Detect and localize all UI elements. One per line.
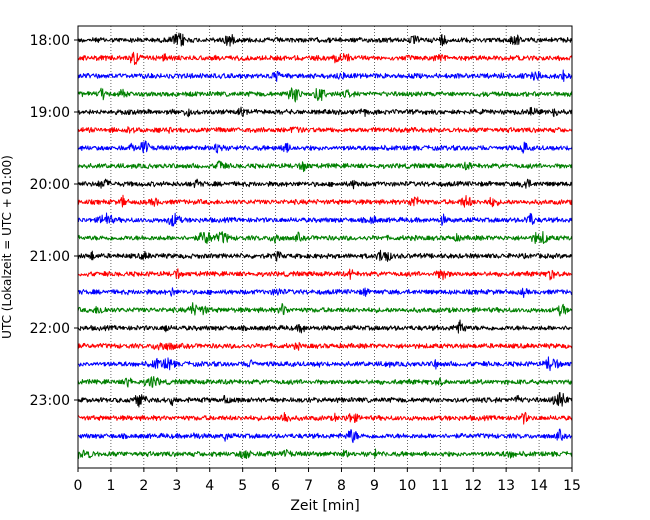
x-tick-label: 0	[74, 478, 83, 494]
y-axis-label: UTC (Lokalzeit = UTC + 01:00)	[0, 155, 14, 339]
x-axis-label: Zeit [min]	[290, 498, 359, 514]
y-tick-label: 21:00	[30, 249, 70, 265]
x-tick-label: 8	[337, 478, 346, 494]
seismogram-trace-21-30	[77, 287, 573, 299]
x-tick-label: 7	[304, 478, 313, 494]
x-tick-label: 15	[563, 478, 581, 494]
y-tick-label: 20:00	[30, 177, 70, 193]
x-tick-label: 1	[106, 478, 115, 494]
x-tick-label: 2	[139, 478, 148, 494]
seismogram-trace-22-15	[77, 341, 573, 351]
x-tick-label: 5	[238, 478, 247, 494]
seismogram-trace-23-00	[77, 391, 573, 408]
x-tick-label: 10	[398, 478, 416, 494]
x-tick-label: 12	[464, 478, 482, 494]
y-axis-ticks: 18:00 19:00 20:00 21:00 22:00 23:00	[30, 33, 78, 409]
seismogram-trace-20-45	[77, 230, 573, 245]
seismogram-trace-19-45	[77, 160, 573, 173]
seismogram-trace-21-15	[77, 268, 573, 281]
x-tick-label: 13	[497, 478, 515, 494]
seismogram-trace-18-00	[77, 32, 573, 47]
seismogram-trace-22-00	[77, 319, 573, 334]
x-axis-ticks: 0 1 2 3 4 5 6 7 8 9 10 11 12 13 14 15	[74, 468, 581, 494]
seismogram-trace-19-30	[77, 140, 573, 154]
seismogram-trace-21-45	[77, 302, 573, 317]
x-tick-label: 14	[530, 478, 548, 494]
x-tick-label: 3	[172, 478, 181, 494]
seismogram-trace-18-45	[77, 87, 573, 103]
y-tick-label: 18:00	[30, 33, 70, 49]
y-tick-label: 19:00	[30, 105, 70, 121]
seismogram-trace-18-30	[77, 69, 573, 83]
seismogram-trace-19-15	[77, 126, 573, 134]
seismogram-traces	[77, 32, 573, 460]
seismogram-trace-21-00	[77, 249, 573, 262]
seismogram-trace-18-15	[77, 51, 573, 66]
seismogram-trace-23-45	[77, 448, 573, 460]
seismogram-trace-23-30	[77, 428, 573, 444]
y-tick-label: 23:00	[30, 393, 70, 409]
plot-frame	[77, 25, 573, 469]
seismogram-trace-19-00	[77, 106, 573, 118]
seismogram-trace-20-30	[77, 212, 573, 227]
seismogram-trace-20-15	[77, 194, 573, 208]
seismogram-trace-22-30	[77, 356, 573, 372]
y-tick-label: 22:00	[30, 321, 70, 337]
seismogram-trace-23-15	[77, 411, 573, 425]
x-tick-label: 4	[205, 478, 214, 494]
x-tick-label: 9	[370, 478, 379, 494]
x-tick-label: 6	[271, 478, 280, 494]
seismogram-trace-22-45	[77, 376, 573, 388]
seismogram-trace-20-00	[77, 178, 573, 190]
x-tick-label: 11	[431, 478, 449, 494]
